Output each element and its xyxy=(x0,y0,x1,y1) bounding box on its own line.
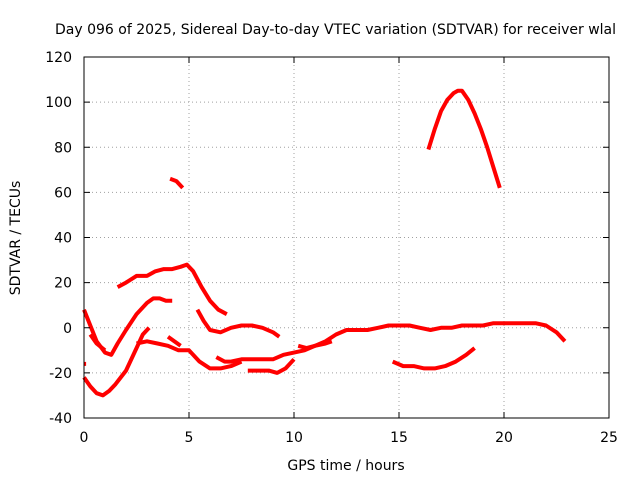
grid xyxy=(84,57,609,418)
y-tick-label: 40 xyxy=(54,231,72,247)
data-series-s9 xyxy=(195,308,281,339)
x-tick-label: 25 xyxy=(600,430,618,446)
axis-ticks: 0 5 10 15 20 25 -40 -20 0 20 40 60 80 100 120 xyxy=(45,50,618,446)
data-series-s12 xyxy=(297,339,333,351)
y-tick-label: -20 xyxy=(49,366,72,382)
data-series-s6 xyxy=(136,339,243,371)
data-series-s7 xyxy=(166,335,182,348)
data-series-s4 xyxy=(88,333,107,352)
data-series-s10 xyxy=(215,321,567,364)
data-series-s14 xyxy=(426,88,502,189)
x-tick-label: 0 xyxy=(80,430,89,446)
series-group xyxy=(82,88,567,398)
data-series-s11 xyxy=(247,357,296,375)
y-tick-label: 20 xyxy=(54,276,72,292)
x-tick-label: 20 xyxy=(495,430,513,446)
data-series-s8 xyxy=(169,176,185,190)
x-tick-label: 5 xyxy=(185,430,194,446)
y-tick-label: 60 xyxy=(54,185,72,201)
y-tick-label: 100 xyxy=(45,95,72,111)
data-series-s5 xyxy=(116,262,228,316)
y-tick-label: 80 xyxy=(54,140,72,156)
chart-title: Day 096 of 2025, Sidereal Day-to-day VTE… xyxy=(55,22,616,38)
x-tick-label: 15 xyxy=(390,430,408,446)
y-axis-title: SDTVAR / TECUs xyxy=(8,181,24,296)
plot-frame xyxy=(83,56,610,419)
data-series-s13 xyxy=(391,346,476,371)
y-tick-label: -40 xyxy=(49,411,72,427)
y-tick-label: 0 xyxy=(63,321,72,337)
x-axis-title: GPS time / hours xyxy=(287,458,404,474)
x-tick-label: 10 xyxy=(285,430,303,446)
y-tick-label: 120 xyxy=(45,50,72,66)
